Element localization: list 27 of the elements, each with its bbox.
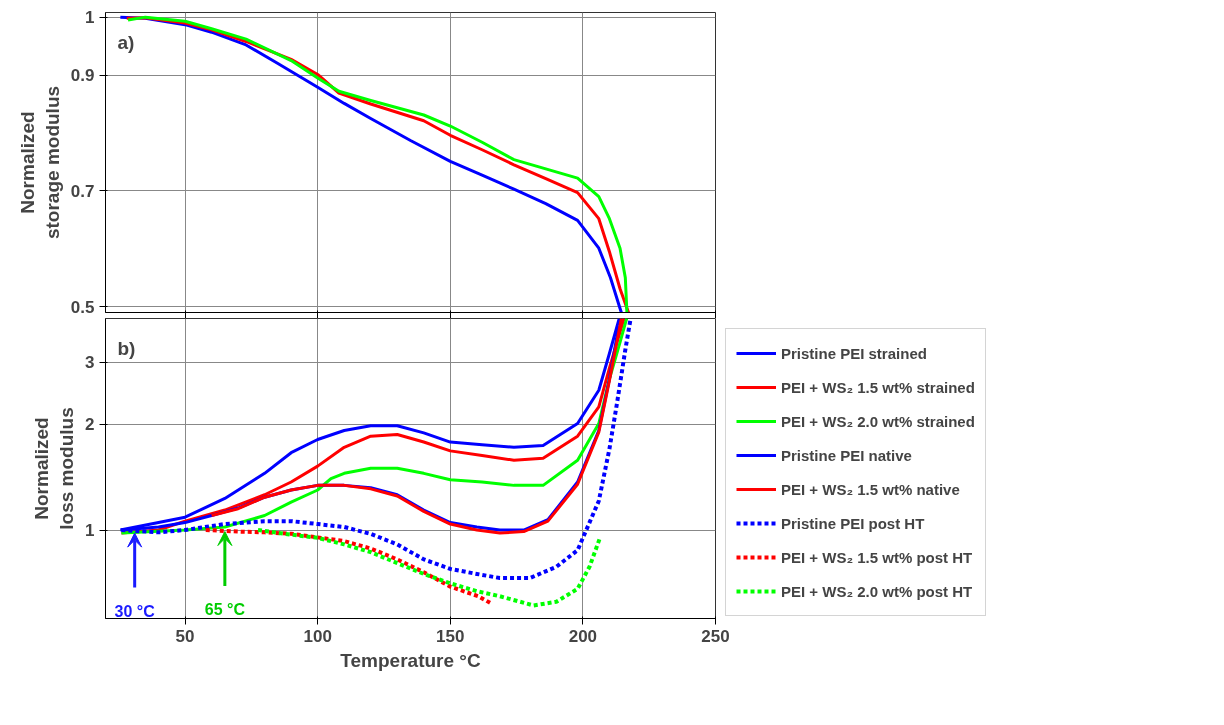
y-tick-label: 0.7 [70, 181, 95, 201]
y-axis-title: Normalized loss modulus [30, 407, 78, 530]
annotation: a) [117, 31, 135, 53]
y-axis-title: Normalized storage modulus [16, 85, 63, 240]
y-tick-label: 0.9 [70, 66, 95, 86]
legend-label: Pristine PEI strained [781, 343, 927, 364]
annotation: b) [117, 337, 136, 359]
y-tick-label: 3 [85, 353, 95, 373]
legend-label: PEI + WS₂ 1.5 wt% native [781, 479, 960, 500]
legend-label: Pristine PEI native [781, 445, 912, 466]
x-tick-label: 150 [436, 626, 465, 646]
annotation: 30 °C [114, 602, 156, 620]
legend-label: PEI + WS₂ 2.0 wt% post HT [781, 581, 973, 602]
legend-label: PEI + WS₂ 1.5 wt% strained [781, 377, 975, 398]
x-axis-title: Temperature °C [340, 649, 481, 671]
legend-label: PEI + WS₂ 2.0 wt% strained [781, 411, 975, 432]
y-tick-label: 2 [85, 415, 95, 435]
x-tick-label: 250 [701, 626, 730, 646]
y-tick-label: 0.5 [70, 297, 95, 317]
x-tick-label: 50 [175, 626, 195, 646]
legend-label: PEI + WS₂ 1.5 wt% post HT [781, 547, 973, 568]
annotation: 65 °C [204, 601, 246, 619]
x-tick-label: 200 [568, 626, 598, 646]
y-tick-label: 1 [85, 8, 95, 28]
x-tick-label: 100 [303, 626, 332, 646]
y-tick-label: 1 [85, 521, 95, 541]
legend-label: Pristine PEI post HT [781, 513, 925, 534]
